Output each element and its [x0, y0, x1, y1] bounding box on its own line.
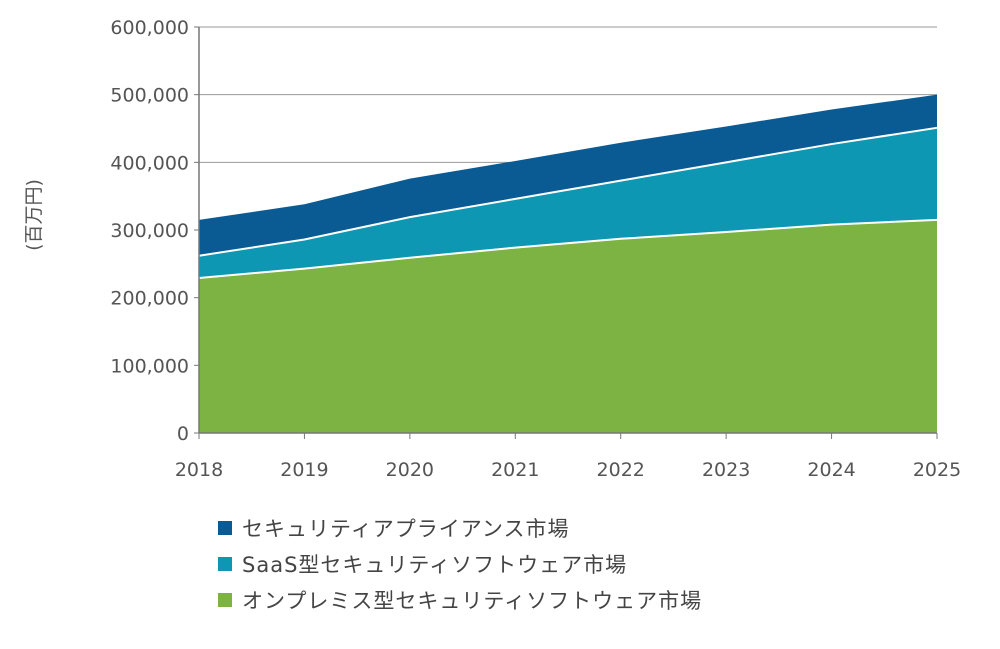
y-tick-label: 100,000 — [110, 355, 189, 377]
area-series-1 — [199, 127, 937, 279]
legend-swatch — [218, 521, 232, 535]
legend-item: オンプレミス型セキュリティソフトウェア市場 — [218, 582, 702, 618]
x-tick-label: 2019 — [280, 459, 328, 481]
y-tick-label: 200,000 — [110, 288, 189, 310]
legend-label: セキュリティアプライアンス市場 — [242, 517, 570, 541]
legend-label: SaaS型セキュリティソフトウェア市場 — [242, 553, 628, 577]
y-tick-label: 400,000 — [110, 152, 189, 174]
axes — [194, 26, 938, 439]
legend-item: SaaS型セキュリティソフトウェア市場 — [218, 546, 702, 582]
series-areas — [198, 94, 938, 433]
x-tick-label: 2020 — [386, 459, 434, 481]
series-boundary-line — [198, 218, 938, 280]
y-tick-label: 500,000 — [110, 85, 189, 107]
x-tick-labels: 2018 2019 2020 2021 2022 2023 2024 2025 — [175, 459, 961, 481]
area-series-0 — [199, 219, 937, 433]
x-tick-label: 2023 — [702, 459, 750, 481]
legend-label: オンプレミス型セキュリティソフトウェア市場 — [242, 589, 703, 613]
y-tick-label: 300,000 — [110, 220, 189, 242]
legend-swatch — [218, 557, 232, 571]
y-tick-labels: 0 100,000 200,000 300,000 400,000 500,000 600,… — [110, 17, 189, 445]
y-axis-label: (百万円) — [23, 179, 45, 251]
y-tick-label: 0 — [177, 423, 189, 445]
stacked-area-chart: 0 100,000 200,000 300,000 400,000 500,000 600,… — [23, 17, 961, 481]
x-tick-label: 2021 — [491, 459, 539, 481]
legend-swatch — [218, 593, 232, 607]
series-boundary-line — [198, 126, 938, 257]
x-tick-label: 2018 — [175, 459, 223, 481]
x-tick-label: 2022 — [597, 459, 645, 481]
area-series-2 — [199, 94, 937, 256]
x-tick-label: 2024 — [807, 459, 855, 481]
x-tick-label: 2025 — [913, 459, 961, 481]
legend-item: セキュリティアプライアンス市場 — [218, 510, 702, 546]
legend: セキュリティアプライアンス市場 SaaS型セキュリティソフトウェア市場オンプレミス… — [218, 510, 702, 618]
y-tick-label: 600,000 — [110, 17, 189, 39]
